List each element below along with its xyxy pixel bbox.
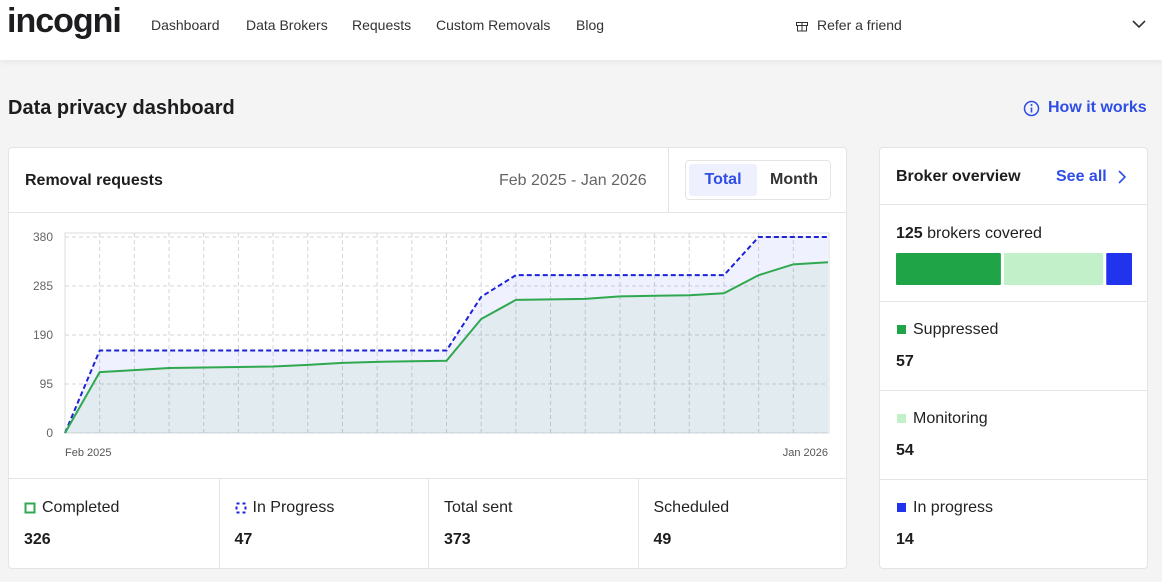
broker-card: Broker overview See all 125 brokers cove…	[879, 147, 1148, 569]
y-tick-label: 190	[33, 328, 53, 342]
y-tick-label: 285	[33, 279, 53, 293]
page-title: Data privacy dashboard	[8, 97, 235, 119]
nav-link[interactable]: Blog	[576, 17, 605, 33]
group-value: 54	[896, 442, 914, 459]
refer-link[interactable]: Refer a friend	[817, 17, 902, 33]
gift-icon	[796, 22, 808, 32]
group-value: 14	[896, 531, 914, 548]
group-swatch	[897, 325, 906, 334]
card-title: Broker overview	[896, 168, 1021, 185]
toggle-total[interactable]: Total	[689, 164, 757, 196]
covered-count: 125	[896, 225, 923, 242]
legend-swatch	[235, 502, 246, 514]
header: incogni Dashboard Data Brokers Requests …	[0, 0, 1162, 60]
see-all-link[interactable]: See all	[1056, 168, 1107, 185]
legend-label: Completed	[42, 499, 120, 516]
stat-cell: In Progress 47	[218, 479, 429, 568]
bar-segment	[896, 253, 1001, 285]
menu-chevron[interactable]	[1131, 18, 1147, 30]
nav-link[interactable]: Data Brokers	[246, 17, 328, 33]
nav-link[interactable]: Custom Removals	[436, 17, 551, 33]
line	[64, 261, 829, 434]
legend-swatch	[24, 502, 36, 514]
area	[65, 262, 828, 433]
stat-label: Scheduled	[653, 499, 730, 516]
group-value: 57	[896, 353, 914, 370]
divider	[9, 212, 846, 213]
line	[64, 236, 828, 434]
broker-bar	[896, 253, 1132, 285]
logo[interactable]: incogni	[7, 2, 122, 40]
group-swatch	[897, 414, 906, 423]
card-title: Removal requests	[25, 172, 163, 189]
x-tick-label: Feb 2025	[65, 447, 111, 459]
nav-link[interactable]: Dashboard	[151, 17, 220, 33]
divider	[880, 390, 1147, 391]
divider	[880, 204, 1147, 205]
legend-icon	[24, 502, 36, 514]
group-swatch	[897, 503, 906, 512]
stat-cell: Completed 326	[9, 479, 218, 568]
stat-value: 373	[444, 531, 471, 548]
removal-card: Removal requests Feb 2025 - Jan 2026 Tot…	[8, 147, 847, 569]
info-icon	[1023, 100, 1040, 117]
how-it-works-link[interactable]: How it works	[1048, 99, 1147, 116]
group-label: Suppressed	[913, 321, 999, 338]
y-tick-label: 380	[33, 230, 53, 244]
stat-value: 326	[24, 531, 51, 548]
nav-link[interactable]: Requests	[352, 17, 412, 33]
y-tick-label: 95	[40, 377, 54, 391]
toggle: Total Month	[685, 160, 831, 200]
divider	[880, 479, 1147, 480]
stat-value: 49	[653, 531, 672, 548]
toggle-month[interactable]: Month	[770, 171, 818, 188]
divider	[9, 478, 846, 479]
chevron-icon	[1118, 170, 1127, 184]
x-tick-label: Jan 2026	[783, 447, 828, 459]
date-range: Feb 2025 - Jan 2026	[499, 172, 647, 189]
chart: 0 95 190 285 380 Feb 2025 Jan 2026	[33, 230, 830, 459]
stat-label: Total sent	[444, 499, 513, 516]
legend-label: In Progress	[252, 499, 335, 516]
bar-segment	[1106, 253, 1132, 285]
stat-cell: Total sent 373	[428, 479, 638, 568]
y-tick-label: 0	[46, 426, 53, 440]
divider	[668, 148, 669, 212]
stat-cell: Scheduled 49	[637, 479, 848, 568]
divider	[880, 301, 1147, 302]
legend-icon	[235, 502, 246, 514]
covered-label: brokers covered	[927, 225, 1042, 242]
group-label: Monitoring	[913, 410, 988, 427]
group-label: In progress	[913, 499, 994, 516]
stat-value: 47	[234, 531, 253, 548]
bar-segment	[1003, 253, 1104, 285]
area	[65, 237, 828, 433]
covered-line: 125 brokers covered	[896, 225, 1042, 243]
